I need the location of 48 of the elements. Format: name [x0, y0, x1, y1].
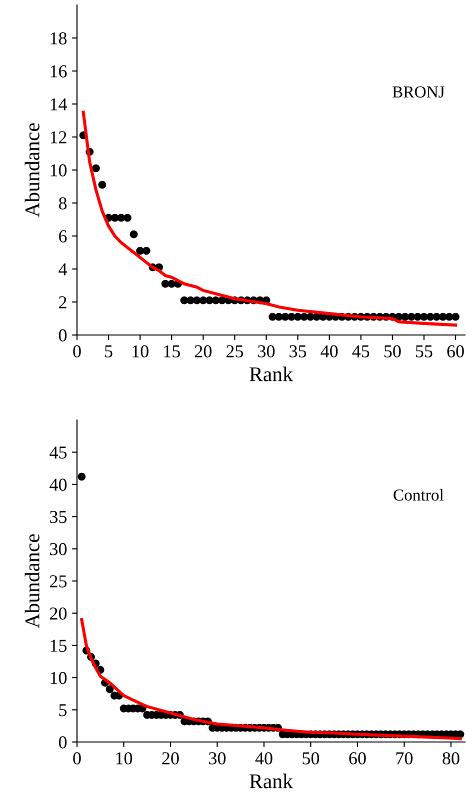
y-tick-label: 25: [50, 575, 67, 588]
x-tick-label: 20: [194, 345, 212, 358]
x-tick-label: 20: [162, 752, 179, 764]
y-tick-label: 6: [59, 230, 67, 242]
x-tick-label: 15: [164, 345, 180, 358]
y-tick-label: 45: [50, 446, 67, 459]
x-axis-title: Rank: [250, 774, 293, 788]
y-tick-label: 0: [58, 329, 67, 342]
annotation: BRONJ: [392, 86, 444, 98]
y-tick-label: 8: [58, 197, 67, 210]
x-tick-label: 25: [226, 345, 244, 358]
y-axis-title: Abundance: [24, 123, 40, 218]
annotation: Control: [394, 488, 444, 501]
x-tick-label: 10: [132, 345, 148, 358]
x-tick-label: 60: [447, 345, 464, 358]
x-tick-label: 10: [116, 752, 132, 764]
y-tick-label: 2: [59, 296, 66, 308]
y-tick-label: 35: [50, 510, 67, 524]
x-tick-label: 40: [320, 345, 338, 358]
y-tick-label: 12: [50, 131, 66, 144]
y-tick-label: 16: [50, 65, 67, 78]
x-tick-label: 55: [416, 345, 432, 358]
x-tick-label: 30: [209, 752, 226, 764]
y-tick-label: 18: [50, 32, 67, 44]
x-tick-label: 40: [255, 752, 272, 764]
y-tick-label: 40: [50, 478, 67, 491]
y-tick-label: 0: [58, 736, 67, 748]
x-tick-label: 0: [73, 752, 81, 764]
x-tick-label: 5: [105, 345, 112, 358]
y-tick-label: 20: [50, 607, 67, 620]
x-tick-label: 45: [352, 345, 370, 358]
y-tick-label: 15: [50, 640, 67, 652]
x-tick-label: 0: [73, 345, 81, 358]
x-tick-label: 80: [442, 752, 460, 764]
y-tick-label: 14: [50, 98, 67, 110]
x-tick-label: 50: [302, 752, 320, 764]
x-tick-label: 60: [349, 752, 366, 764]
x-tick-label: 30: [258, 345, 275, 358]
x-tick-label: 35: [290, 345, 306, 358]
x-tick-label: 50: [384, 345, 401, 358]
y-tick-label: 10: [50, 672, 67, 684]
y-tick-label: 5: [59, 704, 67, 716]
x-tick-label: 70: [396, 752, 413, 764]
x-axis-title: Rank: [250, 366, 293, 382]
y-tick-label: 10: [50, 164, 67, 176]
y-tick-label: 30: [50, 543, 67, 556]
y-axis-title: Abundance: [24, 534, 40, 628]
y-tick-label: 4: [58, 263, 67, 276]
